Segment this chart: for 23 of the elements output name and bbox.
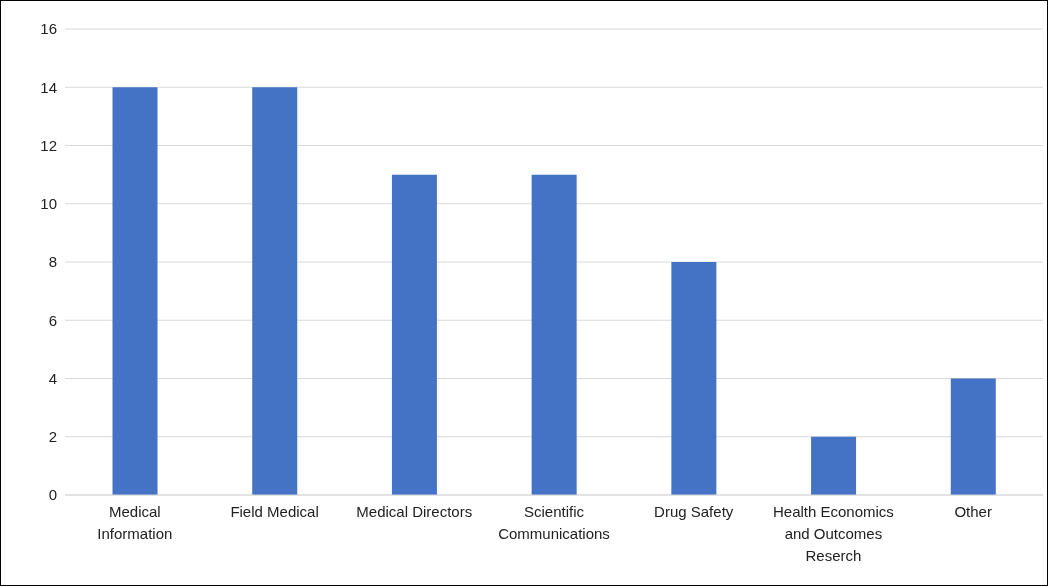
x-tick-label: Scientific Communications [498, 503, 610, 542]
bar [531, 174, 577, 495]
y-tick-label: 4 [48, 369, 57, 387]
bar [391, 174, 437, 495]
bar [950, 378, 996, 495]
y-tick-label: 8 [48, 253, 57, 271]
y-tick-label: 0 [48, 486, 57, 504]
y-tick-label: 2 [48, 428, 57, 446]
y-tick-label: 10 [40, 195, 57, 213]
bar [252, 87, 298, 495]
x-tick-label: Medical Information [97, 503, 173, 542]
bar [112, 87, 158, 495]
x-tick-label: Medical Directors [356, 503, 473, 520]
x-tick-label: Field Medical [230, 503, 319, 520]
y-tick-label: 14 [40, 78, 57, 96]
bar [671, 262, 717, 495]
x-tick-label: Drug Safety [654, 503, 734, 520]
x-tick-label: Health Economics and Outcomes Reserch [772, 503, 894, 564]
y-tick-label: 12 [40, 136, 57, 154]
y-tick-label: 6 [48, 311, 57, 329]
x-tick-label: Other [954, 503, 992, 520]
bar [811, 436, 857, 495]
y-tick-label: 16 [40, 20, 57, 38]
